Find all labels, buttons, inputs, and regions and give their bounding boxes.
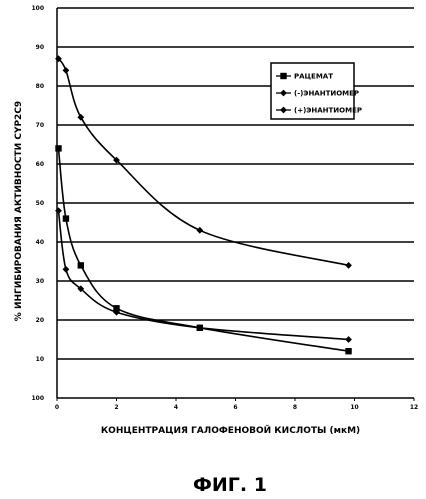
data-point bbox=[345, 262, 352, 269]
x-axis-title: КОНЦЕНТРАЦИЯ ГАЛОФЕНОВОЙ КИСЛОТЫ (мкМ) bbox=[101, 424, 360, 436]
data-point bbox=[55, 145, 61, 151]
data-point bbox=[77, 114, 84, 121]
legend-label: (-)ЭНАНТИОМЕР bbox=[294, 90, 359, 98]
y-tick-label: 100 bbox=[31, 395, 44, 402]
legend-label: РАЦЕМАТ bbox=[294, 73, 333, 81]
y-tick-label: 100 bbox=[31, 5, 44, 12]
x-tick-label: 6 bbox=[233, 404, 237, 411]
x-tick-label: 10 bbox=[350, 404, 358, 411]
data-point bbox=[345, 336, 352, 343]
x-tick-label: 4 bbox=[174, 404, 178, 411]
y-tick-label: 50 bbox=[36, 200, 44, 207]
figure-caption: ФИГ. 1 bbox=[193, 474, 267, 496]
y-tick-label: 40 bbox=[36, 239, 44, 246]
y-tick-label: 30 bbox=[36, 278, 44, 285]
data-point bbox=[63, 67, 70, 74]
x-tick-label: 2 bbox=[114, 404, 118, 411]
x-tick-labels: 0 2 4 6 8 10 12 bbox=[55, 398, 418, 411]
y-tick-label: 60 bbox=[36, 161, 44, 168]
data-point bbox=[196, 227, 203, 234]
y-tick-label: 10 bbox=[36, 356, 44, 363]
legend-marker bbox=[280, 73, 286, 79]
y-axis-title: % ИНГИБИРОВАНИЯ АКТИВНОСТИ CYP2C9 bbox=[14, 101, 24, 321]
grid bbox=[57, 8, 414, 359]
x-tick-label: 0 bbox=[55, 404, 59, 411]
x-tick-label: 8 bbox=[293, 404, 297, 411]
series-1 bbox=[55, 145, 351, 354]
data-point bbox=[63, 215, 69, 221]
legend-label: (+)ЭНАНТИОМЕР bbox=[294, 107, 362, 115]
series-3 bbox=[55, 207, 352, 343]
y-tick-label: 90 bbox=[36, 44, 44, 51]
y-tick-labels: 100 90 80 70 60 50 40 30 20 10 100 bbox=[31, 5, 44, 402]
x-tick-label: 12 bbox=[410, 404, 418, 411]
y-tick-label: 20 bbox=[36, 317, 44, 324]
y-tick-label: 80 bbox=[36, 83, 44, 90]
data-point bbox=[345, 348, 351, 354]
data-point bbox=[55, 207, 62, 214]
data-point bbox=[63, 266, 70, 273]
legend: РАЦЕМАТ (-)ЭНАНТИОМЕР (+)ЭНАНТИОМЕР bbox=[271, 63, 362, 119]
series-line bbox=[58, 148, 348, 351]
y-tick-label: 70 bbox=[36, 122, 44, 129]
data-point bbox=[78, 262, 84, 268]
